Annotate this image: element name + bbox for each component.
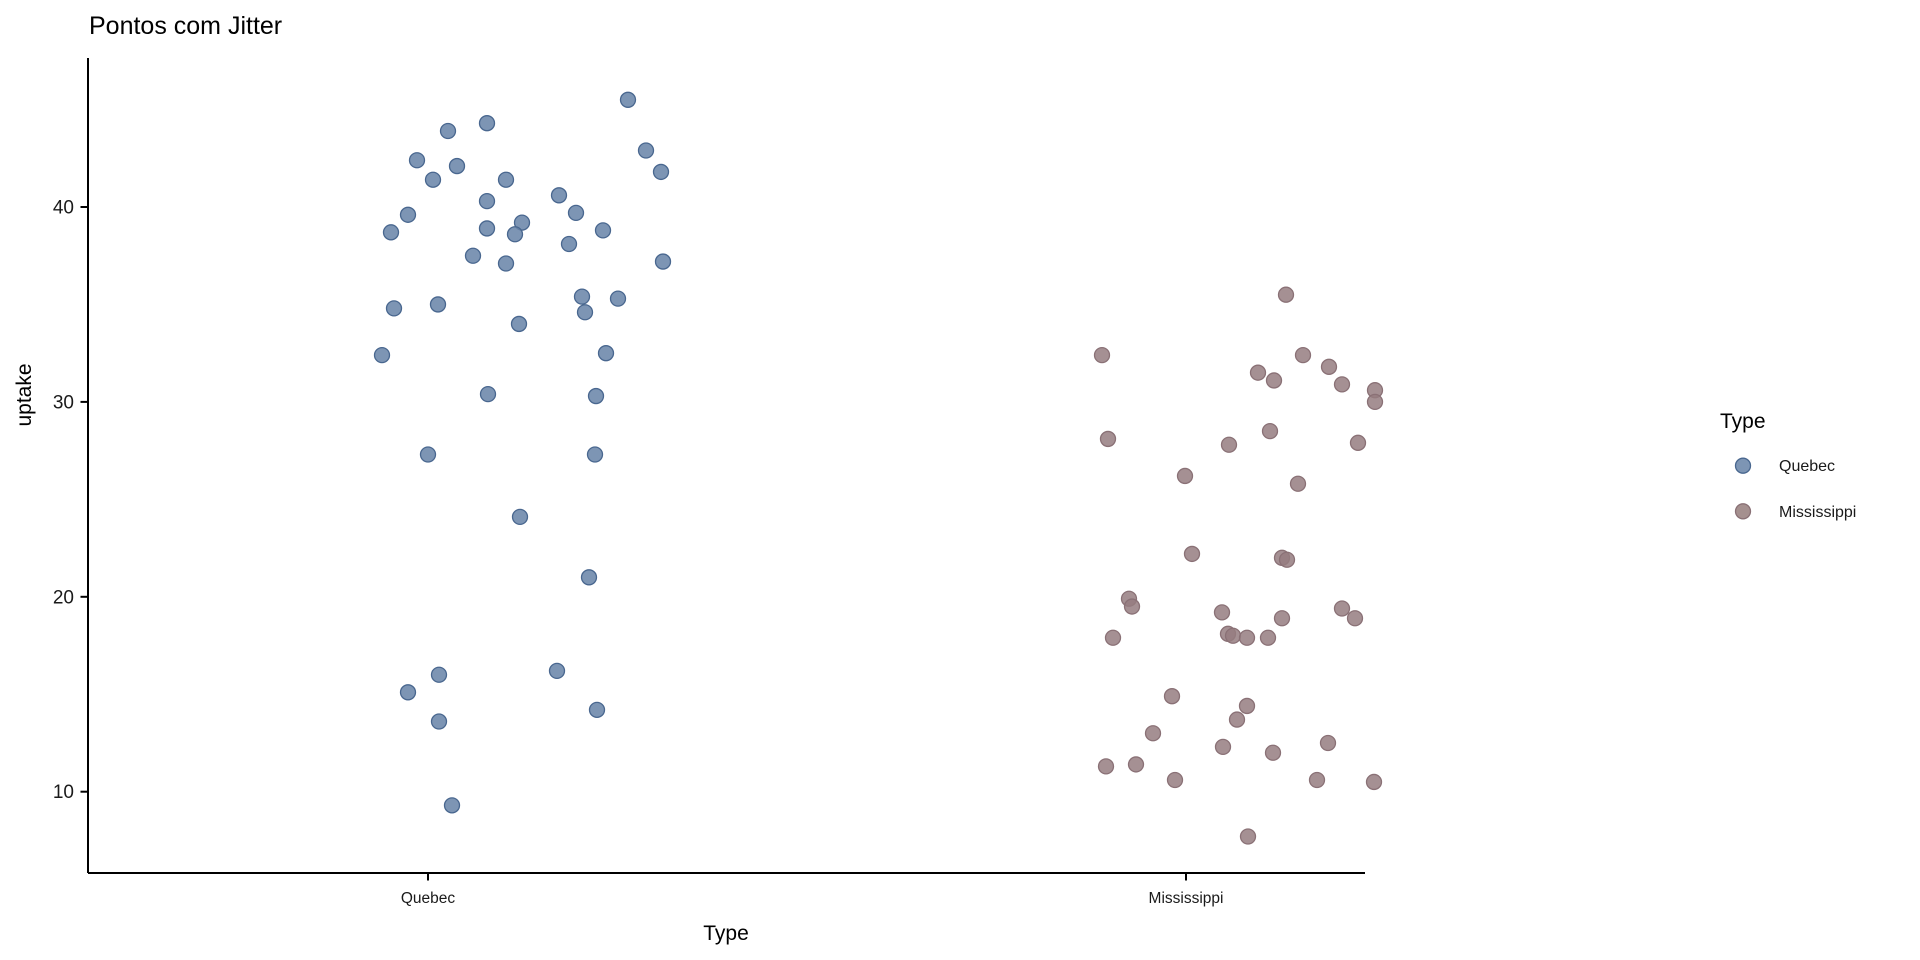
data-point-quebec [548, 662, 566, 680]
data-point-mississippi [1294, 346, 1312, 364]
data-point-mississippi [1365, 773, 1383, 791]
legend-title: Type [1720, 410, 1766, 433]
data-point-quebec [560, 235, 578, 253]
y-tick-label: 10 [53, 782, 74, 803]
data-point-mississippi [1265, 372, 1283, 389]
x-tick-label-quebec: Quebec [401, 890, 456, 907]
data-point-mississippi [1183, 545, 1201, 563]
data-point-quebec [576, 304, 594, 321]
data-point-quebec [439, 122, 457, 140]
data-point-mississippi [1166, 771, 1184, 789]
data-point-mississippi [1213, 604, 1231, 621]
x-tick-label-mississippi: Mississippi [1149, 890, 1224, 907]
data-point-mississippi [1320, 358, 1338, 375]
data-point-quebec [513, 214, 531, 231]
data-point-quebec [464, 247, 482, 264]
data-point-mississippi [1346, 610, 1364, 627]
data-point-mississippi [1278, 551, 1296, 568]
data-point-mississippi [1127, 756, 1145, 773]
data-point-mississippi [1097, 758, 1115, 775]
legend-layer: Quebec Mississippi [1734, 457, 1856, 521]
data-point-quebec [609, 290, 627, 307]
data-point-quebec [497, 171, 515, 188]
data-point-mississippi [1238, 697, 1256, 715]
data-point-mississippi [1176, 467, 1194, 485]
axes-layer: 10 20 30 40 Quebec Mississippi [53, 58, 1365, 907]
data-point-quebec [419, 446, 437, 463]
data-point-mississippi [1333, 600, 1351, 617]
data-point-quebec [588, 701, 606, 718]
data-point-quebec [382, 224, 400, 241]
data-point-quebec [573, 288, 591, 305]
data-point-quebec [497, 255, 515, 272]
chart-title: Pontos com Jitter [89, 12, 282, 40]
data-point-quebec [385, 300, 403, 317]
legend-label-mississippi: Mississippi [1779, 504, 1856, 521]
data-point-mississippi [1289, 475, 1307, 492]
data-point-quebec [652, 163, 670, 181]
data-point-mississippi [1093, 346, 1111, 364]
data-point-mississippi [1308, 771, 1326, 789]
data-point-quebec [424, 171, 442, 188]
data-point-mississippi [1239, 828, 1257, 845]
data-point-mississippi [1264, 744, 1282, 761]
data-point-mississippi [1228, 711, 1246, 728]
data-point-quebec [637, 142, 655, 159]
data-point-mississippi [1319, 734, 1337, 752]
data-point-quebec [373, 346, 391, 364]
legend-label-quebec: Quebec [1779, 458, 1835, 475]
data-point-quebec [654, 253, 672, 270]
data-point-quebec [479, 385, 497, 403]
data-point-mississippi [1104, 629, 1122, 646]
data-point-quebec [399, 206, 417, 223]
data-point-mississippi [1333, 376, 1351, 393]
legend-swatch-quebec [1734, 457, 1752, 474]
data-point-quebec [594, 222, 612, 239]
data-point-quebec [511, 508, 529, 526]
data-point-mississippi [1273, 610, 1291, 627]
data-point-mississippi [1144, 725, 1162, 742]
data-point-mississippi [1163, 688, 1181, 705]
data-point-mississippi [1099, 430, 1117, 448]
data-point-quebec [619, 91, 637, 108]
y-axis-title: uptake [13, 363, 36, 426]
x-axis-title: Type [703, 922, 749, 945]
data-point-quebec [448, 157, 466, 175]
data-point-mississippi [1123, 598, 1141, 615]
data-point-quebec [550, 187, 568, 204]
data-point-mississippi [1238, 629, 1256, 646]
y-tick-label: 20 [53, 587, 74, 608]
data-point-quebec [510, 315, 528, 333]
data-point-mississippi [1366, 393, 1384, 411]
legend-swatch-mississippi [1734, 503, 1752, 520]
data-point-quebec [478, 115, 496, 132]
data-point-quebec [478, 220, 496, 237]
data-point-mississippi [1214, 738, 1232, 756]
data-point-mississippi [1259, 629, 1277, 646]
data-point-mississippi [1224, 627, 1242, 644]
data-point-mississippi [1261, 422, 1279, 440]
data-point-quebec [580, 569, 598, 586]
data-point-quebec [399, 684, 417, 701]
data-point-mississippi [1249, 364, 1267, 381]
data-point-quebec [429, 296, 447, 313]
data-point-quebec [408, 152, 426, 169]
data-point-mississippi [1349, 434, 1367, 451]
data-point-quebec [506, 226, 524, 243]
data-point-quebec [430, 666, 448, 683]
y-tick-label: 40 [53, 198, 74, 219]
data-point-quebec [587, 387, 605, 405]
data-point-quebec [430, 713, 448, 730]
data-point-quebec [443, 797, 461, 814]
y-tick-label: 30 [53, 392, 74, 413]
data-point-quebec [567, 204, 585, 221]
data-point-mississippi [1220, 436, 1238, 453]
data-point-mississippi [1277, 286, 1295, 303]
data-point-quebec [478, 193, 496, 210]
data-point-quebec [597, 345, 615, 362]
points-layer [373, 91, 1384, 845]
data-point-quebec [586, 446, 604, 463]
